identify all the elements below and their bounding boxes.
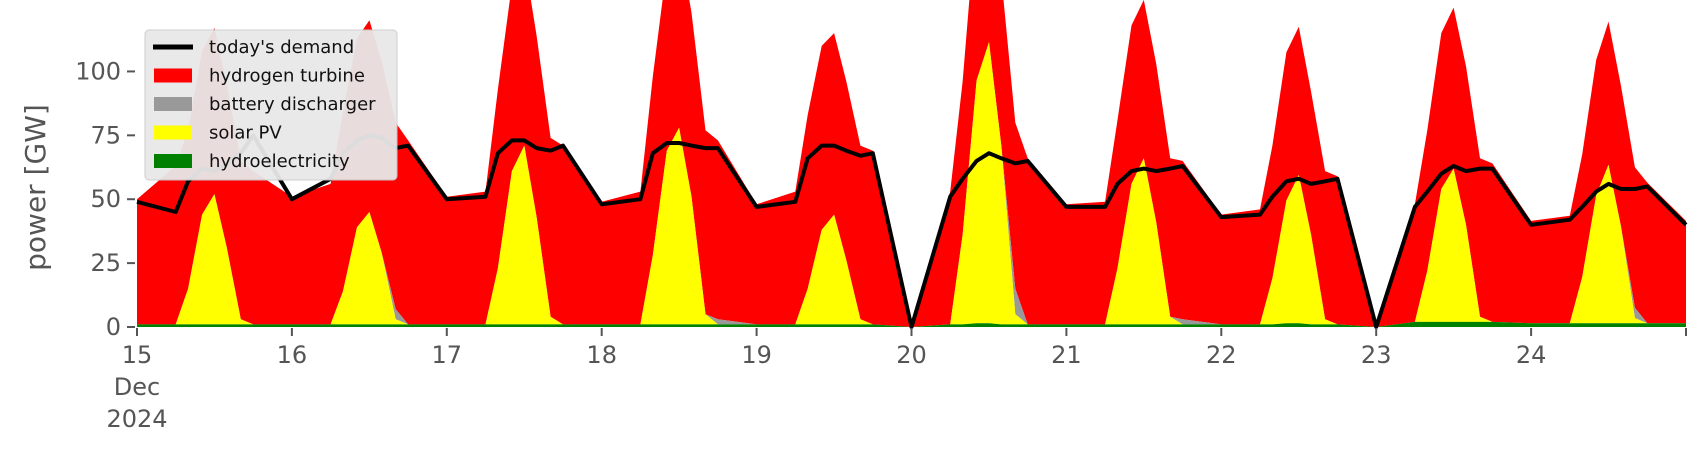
legend-swatch [154, 68, 192, 83]
y-tick-label: 100 [75, 57, 121, 85]
legend-box [144, 29, 398, 181]
legend-label: hydroelectricity [209, 151, 350, 172]
x-tick-label: 18 [586, 341, 617, 369]
x-tick-year-label: 2024 [106, 405, 167, 433]
legend-label: battery discharger [209, 94, 376, 115]
x-tick-label: 17 [432, 341, 463, 369]
x-tick-label: 20 [896, 341, 927, 369]
x-tick-label: 22 [1206, 341, 1237, 369]
y-tick-label: 0 [106, 313, 121, 341]
y-axis-title: power [GW] [19, 104, 52, 271]
area-hydrogen-turbine [137, 0, 1686, 327]
area-solar-pv [137, 42, 1686, 327]
legend-swatch [154, 154, 192, 168]
y-tick-label: 50 [90, 185, 121, 213]
legend-swatch [154, 97, 192, 111]
x-tick-month-label: Dec [114, 373, 160, 401]
x-tick-label: 19 [741, 341, 772, 369]
legend-label: hydrogen turbine [209, 66, 365, 87]
legend: today's demand hydrogen turbine battery di… [144, 29, 398, 181]
stacked-areas [137, 0, 1686, 327]
x-tick-label: 24 [1516, 341, 1547, 369]
legend-label: today's demand [209, 37, 354, 58]
x-tick-label: 16 [277, 341, 308, 369]
legend-swatch [154, 125, 192, 140]
y-axis: 0 25 50 75 100 [75, 57, 135, 341]
legend-label: solar PV [209, 123, 282, 144]
x-axis: 15 Dec 2024 16 17 18 19 20 21 22 23 24 [106, 328, 1687, 433]
x-tick-label: 15 [122, 341, 153, 369]
x-tick-label: 23 [1361, 341, 1392, 369]
x-tick-label: 21 [1051, 341, 1082, 369]
area-hydroelectricity [137, 321, 1686, 327]
y-tick-label: 75 [90, 121, 121, 149]
y-tick-label: 25 [90, 249, 121, 277]
